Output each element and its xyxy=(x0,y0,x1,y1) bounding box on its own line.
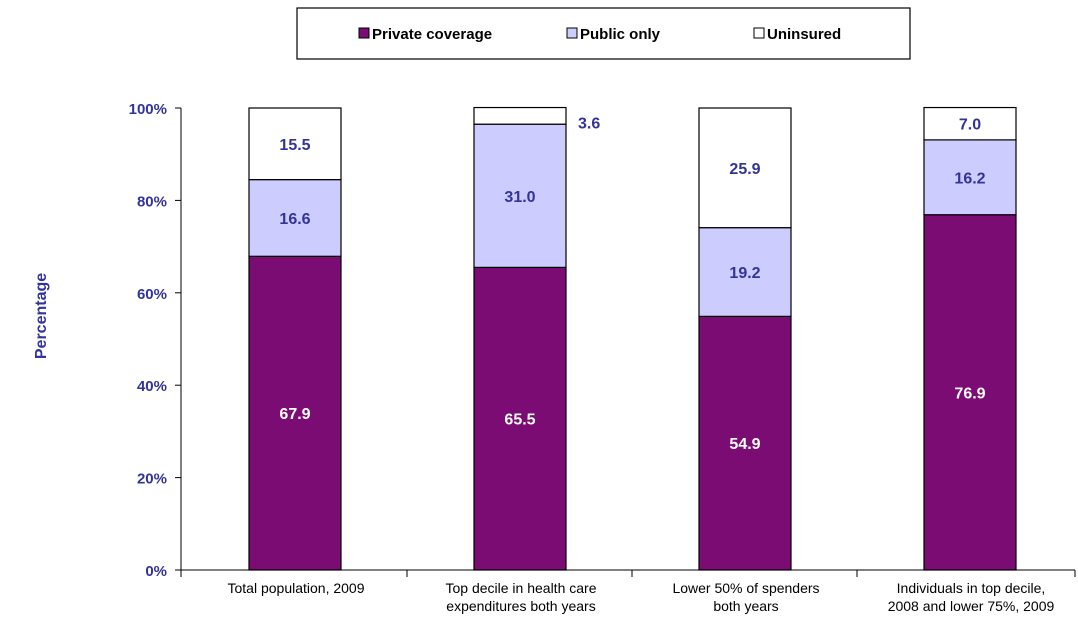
data-label-public-only: 16.6 xyxy=(279,211,310,228)
data-label-public-only: 19.2 xyxy=(729,265,760,282)
y-tick-label: 80% xyxy=(137,193,167,210)
data-label-private-coverage: 65.5 xyxy=(504,412,535,429)
data-label-uninsured: 15.5 xyxy=(279,137,310,154)
legend-swatch-public-only xyxy=(566,27,578,39)
bar-private-coverage xyxy=(698,315,792,571)
bar-public-only xyxy=(923,139,1017,216)
legend-label-uninsured: Uninsured xyxy=(767,26,841,43)
bar-public-only xyxy=(698,227,792,317)
legend-label-public-only: Public only xyxy=(580,26,661,43)
y-axis-title: Percentage xyxy=(33,273,50,359)
bar-uninsured xyxy=(248,107,342,181)
bar-uninsured xyxy=(923,106,1017,141)
x-category-label: 2008 and lower 75%, 2009 xyxy=(888,598,1055,614)
bar-public-only xyxy=(248,179,342,257)
bar-private-coverage xyxy=(923,214,1017,571)
data-label-uninsured: 7.0 xyxy=(959,117,981,134)
data-label-uninsured: 25.9 xyxy=(729,161,760,178)
x-category-label: Top decile in health care xyxy=(446,580,597,596)
bar-private-coverage xyxy=(248,255,342,571)
x-category-label: expenditures both years xyxy=(446,598,595,614)
y-tick-label: 40% xyxy=(137,378,167,395)
x-category-label: Lower 50% of spenders xyxy=(672,580,819,596)
y-tick-label: 0% xyxy=(145,563,167,580)
x-category-label: both years xyxy=(713,598,778,614)
legend-label-private-coverage: Private coverage xyxy=(372,26,492,43)
legend-swatch-private-coverage xyxy=(358,27,370,39)
data-label-private-coverage: 54.9 xyxy=(729,436,760,453)
data-label-private-coverage: 67.9 xyxy=(279,406,310,423)
data-label-uninsured: 3.6 xyxy=(578,116,600,133)
y-tick-label: 20% xyxy=(137,471,167,488)
x-category-label: Total population, 2009 xyxy=(228,580,365,596)
bar-public-only xyxy=(473,123,567,268)
bar-uninsured xyxy=(698,107,792,229)
legend-box xyxy=(296,7,911,60)
y-tick-label: 100% xyxy=(129,101,167,118)
x-category-label: Individuals in top decile, xyxy=(897,580,1046,596)
legend-swatch-uninsured xyxy=(753,27,765,39)
data-label-private-coverage: 76.9 xyxy=(954,385,985,402)
bar-uninsured xyxy=(473,106,567,125)
bar-private-coverage xyxy=(473,266,567,571)
data-label-public-only: 31.0 xyxy=(504,189,535,206)
data-label-public-only: 16.2 xyxy=(954,170,985,187)
y-tick-label: 60% xyxy=(137,286,167,303)
